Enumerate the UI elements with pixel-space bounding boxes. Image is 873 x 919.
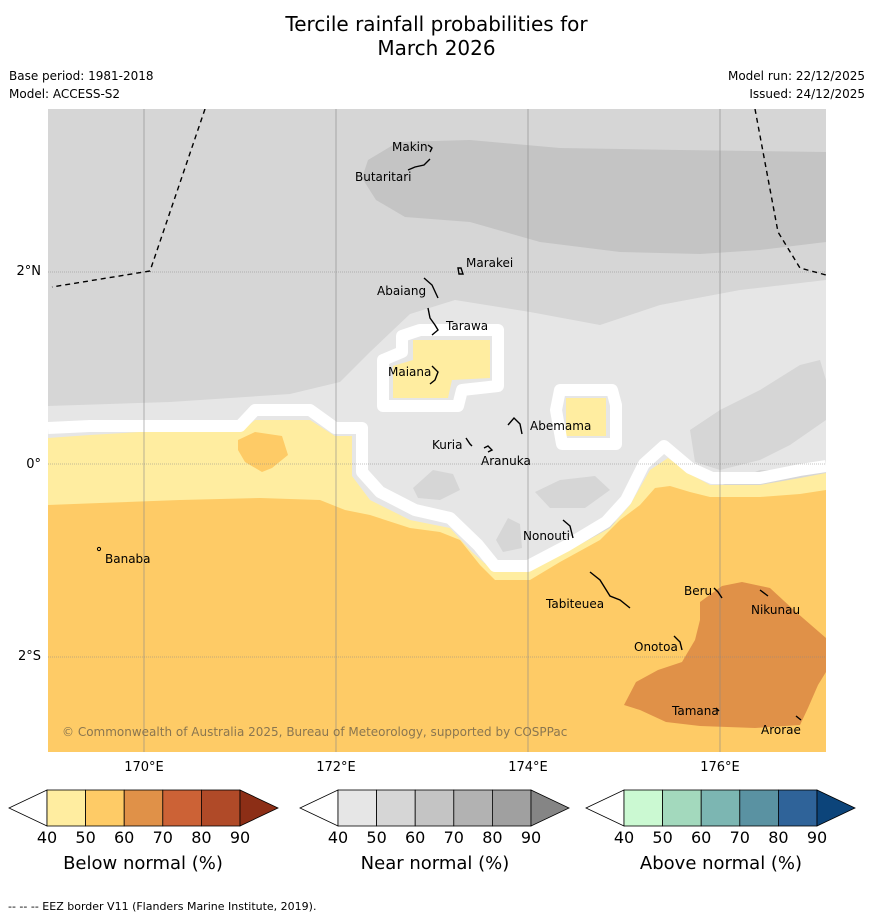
near-normal-60-region — [362, 140, 826, 254]
contour-gap — [48, 404, 826, 572]
colorbar-extend-low — [8, 789, 48, 827]
model-run: Model run: 22/12/2025 — [727, 69, 865, 83]
lon-label: 170°E — [124, 760, 164, 775]
below-normal-40-blob — [393, 340, 490, 398]
place-label: Nikunau — [751, 603, 800, 617]
colorbar-swatch — [123, 789, 164, 827]
colorbar-tick: 90 — [806, 828, 828, 847]
place-label: Nonouti — [523, 529, 570, 543]
colorbar-swatch — [337, 789, 377, 827]
gridlines — [48, 109, 826, 752]
meta-left: Base period: 1981-2018 Model: ACCESS-S2 — [9, 67, 154, 103]
colorbar-tick: 70 — [729, 828, 750, 847]
contour-gap — [377, 324, 504, 412]
colorbar-tick: 50 — [366, 828, 387, 847]
place-label: Kuria — [432, 438, 463, 452]
place-label: Aranuka — [481, 454, 531, 468]
colorbar-tick: 80 — [191, 828, 212, 847]
title-line-1: Tercile rainfall probabilities for — [285, 12, 588, 36]
eez-footnote: -- -- -- EEZ border V11 (Flanders Marine… — [8, 900, 317, 913]
colorbar-tick: 60 — [114, 828, 135, 847]
place-label: Beru — [684, 584, 712, 598]
colorbar-tick: 50 — [75, 828, 96, 847]
colorbar-tick: 80 — [768, 828, 789, 847]
colorbar-swatch — [200, 789, 241, 827]
colorbar-extend-low — [299, 789, 339, 827]
map-area: Makin Butaritari Marakei Abaiang Tarawa … — [48, 109, 826, 752]
contour-gap — [550, 384, 622, 450]
copyright-notice: © Commonwealth of Australia 2025, Bureau… — [62, 725, 567, 739]
lon-label: 174°E — [508, 760, 548, 775]
colorbar-extend-low — [585, 789, 625, 827]
place-label: Tamana — [671, 704, 719, 718]
eez-border — [51, 109, 826, 288]
below-normal-50-region — [48, 486, 826, 752]
place-label: Makin — [392, 140, 428, 154]
colorbar-swatch — [662, 789, 702, 827]
lon-label: 176°E — [700, 760, 740, 775]
colorbar-below — [8, 789, 279, 827]
colorbar-swatch — [491, 789, 532, 827]
colorbar-swatch — [162, 789, 202, 827]
lat-label: 2°N — [16, 264, 42, 279]
base-period: Base period: 1981-2018 — [9, 69, 154, 83]
near-normal-blob — [535, 476, 610, 508]
islands — [407, 144, 802, 721]
near-normal-blob — [413, 470, 460, 500]
colorbar-swatch — [376, 789, 416, 827]
place-label: Abemama — [530, 419, 591, 433]
below-normal-label: Below normal (%) — [63, 853, 223, 874]
colorbar-tick: 70 — [443, 828, 464, 847]
below-normal-40-blob — [566, 398, 606, 436]
near-normal-blob — [690, 360, 826, 470]
colorbar-tick: 40 — [36, 828, 58, 847]
colorbar-swatch — [414, 789, 455, 827]
colorbar-tick: 50 — [652, 828, 673, 847]
place-label: Banaba — [105, 552, 151, 566]
issued-date: Issued: 24/12/2025 — [749, 87, 865, 101]
colorbar-above — [585, 789, 856, 827]
colorbar-swatch — [623, 789, 663, 827]
colorbar-extend-high — [530, 789, 570, 827]
place-label: Abaiang — [377, 284, 426, 298]
place-label: Tabiteuea — [545, 597, 604, 611]
below-normal-60-region — [624, 582, 826, 728]
colorbar-tick: 90 — [229, 828, 251, 847]
colorbar-tick: 70 — [152, 828, 173, 847]
place-label: Maiana — [388, 365, 431, 379]
colorbar-tick: 60 — [691, 828, 712, 847]
lat-label: 2°S — [17, 649, 41, 664]
near-normal-label: Near normal (%) — [360, 853, 510, 874]
model-name: Model: ACCESS-S2 — [9, 87, 121, 101]
place-label: Tarawa — [445, 319, 488, 333]
place-label: Butaritari — [355, 170, 412, 184]
title-line-2: March 2026 — [377, 36, 496, 60]
place-label: Onotoa — [634, 640, 678, 654]
place-label: Marakei — [466, 256, 513, 270]
colorbar-near — [299, 789, 570, 827]
colorbar-extend-high — [816, 789, 856, 827]
colorbar-tick: 40 — [613, 828, 635, 847]
colorbar-tick: 40 — [327, 828, 349, 847]
colorbar-tick: 90 — [520, 828, 542, 847]
colorbar-swatch — [453, 789, 493, 827]
lon-label: 172°E — [316, 760, 356, 775]
place-label: Arorae — [761, 723, 801, 737]
colorbar-swatch — [46, 789, 86, 827]
near-normal-blob — [496, 518, 522, 552]
colorbar-swatch — [739, 789, 779, 827]
colorbar-tick: 80 — [482, 828, 503, 847]
colorbar-swatch — [778, 789, 818, 827]
chart-title: Tercile rainfall probabilities for March… — [0, 12, 873, 60]
meta-right: Model run: 22/12/2025 Issued: 24/12/2025 — [728, 67, 865, 103]
banaba-island-icon — [96, 546, 102, 552]
colorbar-extend-high — [239, 789, 279, 827]
colorbar-swatch — [700, 789, 741, 827]
above-normal-label: Above normal (%) — [639, 853, 803, 874]
colorbar-tick: 60 — [405, 828, 426, 847]
lat-label: 0° — [26, 457, 41, 472]
colorbar-swatch — [85, 789, 125, 827]
below-normal-50-blob — [238, 432, 288, 472]
